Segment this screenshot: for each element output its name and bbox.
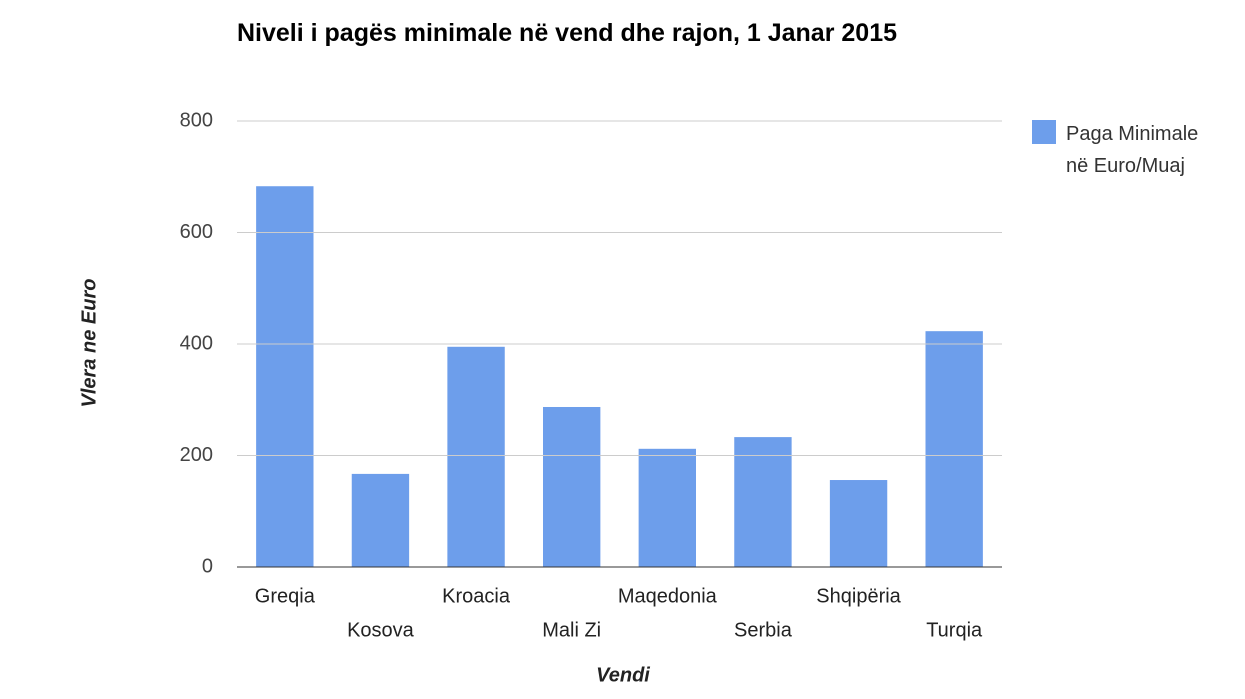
y-tick-label: 200	[180, 444, 213, 466]
bar	[351, 473, 410, 567]
y-axis-label: Vlera ne Euro	[78, 279, 100, 408]
x-tick-label: Turqia	[926, 619, 983, 641]
bar	[447, 346, 505, 567]
y-tick-label: 600	[180, 221, 213, 243]
bar	[829, 480, 888, 567]
legend-swatch	[1032, 120, 1056, 144]
legend-label: Paga Minimale në Euro/Muaj	[1066, 123, 1199, 177]
x-tick-label: Kosova	[347, 619, 415, 641]
bar	[256, 186, 314, 568]
x-tick-label: Shqipëria	[816, 585, 901, 607]
x-tick-label: Mali Zi	[542, 619, 601, 641]
x-axis-label: Vendi	[596, 664, 650, 686]
bar	[925, 331, 983, 567]
x-tick-label: Maqedonia	[618, 585, 718, 607]
y-tick-label: 0	[202, 555, 213, 577]
bar	[734, 437, 792, 567]
x-tick-label: Serbia	[734, 619, 793, 641]
bar	[543, 406, 601, 567]
y-tick-label: 400	[180, 332, 213, 354]
y-tick-label: 800	[180, 109, 213, 131]
chart-title: Niveli i pagës minimale në vend dhe rajo…	[237, 19, 897, 47]
x-tick-label: Greqia	[255, 585, 316, 607]
bar	[638, 448, 696, 567]
x-tick-label: Kroacia	[442, 585, 511, 607]
